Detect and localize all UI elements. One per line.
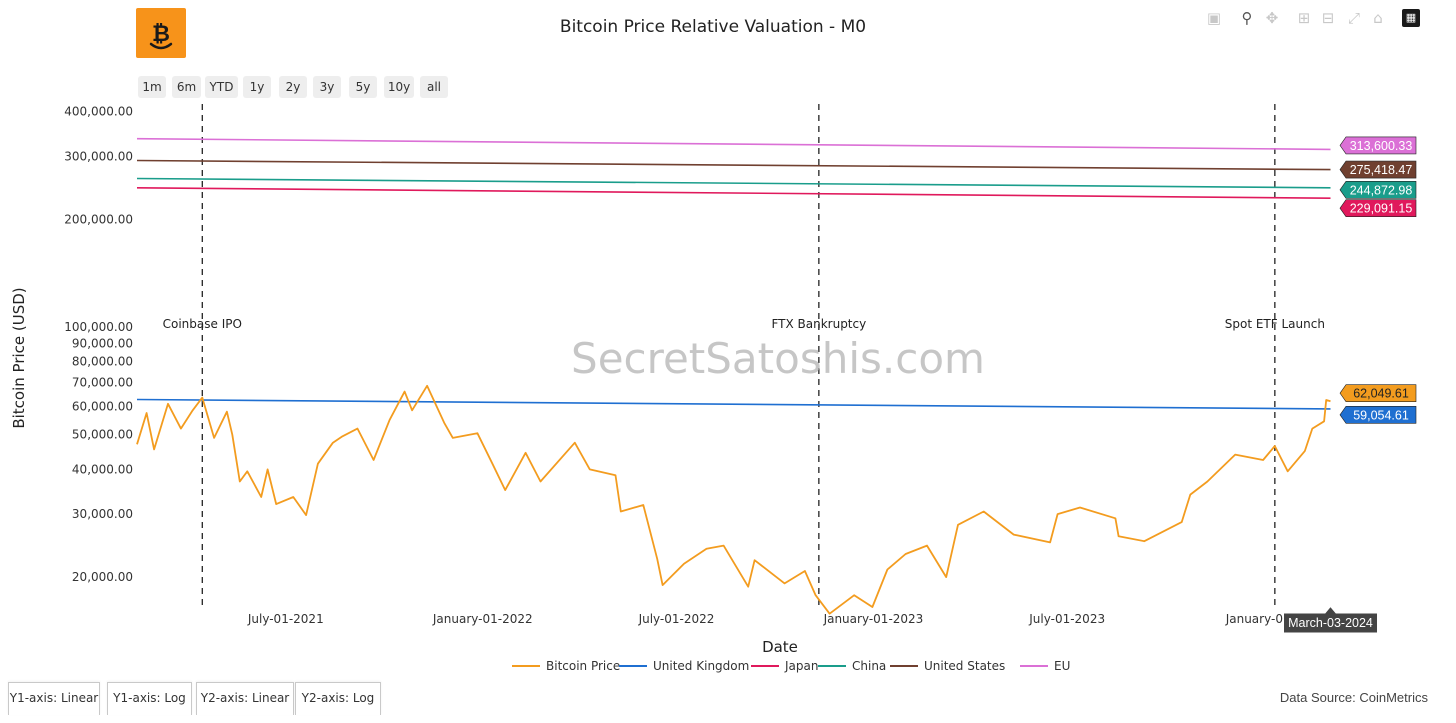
pan-icon[interactable]: ✥ <box>1265 9 1279 27</box>
end-value-label: 229,091.15 <box>1350 202 1413 216</box>
event-label: Coinbase IPO <box>163 317 242 331</box>
tab-y2-log[interactable]: Y2-axis: Log <box>295 682 381 715</box>
range-button-5y[interactable]: 5y <box>349 76 377 98</box>
series-line-united-kingdom <box>136 398 1331 410</box>
y-tick-label: 40,000.00 <box>72 462 133 476</box>
range-button-6m[interactable]: 6m <box>172 76 201 98</box>
x-tick-label: July-01-2022 <box>638 612 715 626</box>
y-tick-label: 90,000.00 <box>72 336 133 350</box>
end-value-tag <box>1339 406 1417 424</box>
svg-text:₿: ₿ <box>152 22 170 47</box>
hover-date-label: March-03-2024 <box>1288 616 1373 630</box>
series-line-china <box>136 177 1331 189</box>
bitcoin-face-icon: ₿ <box>149 22 173 50</box>
y-tick-label: 50,000.00 <box>72 428 133 442</box>
x-tick-label: July-01-2021 <box>247 612 324 626</box>
legend-item-label: Japan <box>784 659 818 673</box>
home-icon[interactable]: ⌂ <box>1373 9 1383 27</box>
y-axis-title: Bitcoin Price (USD) <box>10 287 28 428</box>
watermark: SecretSatoshis.com <box>571 334 985 383</box>
series-line-japan <box>136 187 1331 199</box>
y-tick-label: 80,000.00 <box>72 355 133 369</box>
x-tick-label: January-01-2023 <box>823 612 924 626</box>
range-button-all[interactable]: all <box>420 76 448 98</box>
x-tick-label: January-01-2022 <box>432 612 533 626</box>
x-tick-label: July-01-2023 <box>1028 612 1105 626</box>
series-line-bitcoin-price <box>136 384 1331 615</box>
end-value-label: 275,418.47 <box>1350 163 1413 177</box>
autoscale-icon[interactable]: ⤢ <box>1347 9 1360 27</box>
chart-title: Bitcoin Price Relative Valuation - M0 <box>559 17 867 37</box>
data-source: Data Source: CoinMetrics <box>1279 690 1428 705</box>
y-tick-label: 70,000.00 <box>72 375 133 389</box>
zoom-icon[interactable]: ⚲ <box>1241 9 1253 27</box>
tab-y1-linear[interactable]: Y1-axis: Linear <box>8 682 100 715</box>
end-value-tag <box>1339 384 1417 402</box>
range-button-ytd[interactable]: YTD <box>205 76 238 98</box>
end-value-label: 59,054.61 <box>1353 408 1409 422</box>
event-label: FTX Bankruptcy <box>771 317 866 331</box>
legend-item-label: EU <box>1054 659 1070 673</box>
series-line-eu <box>136 137 1331 151</box>
y-tick-label: 300,000.00 <box>64 149 133 163</box>
x-axis-title: Date <box>762 638 798 656</box>
legend-item-label: Bitcoin Price <box>546 659 620 673</box>
end-value-tag <box>1339 199 1417 217</box>
legend-item-label: China <box>852 659 886 673</box>
zoom-out-icon[interactable]: ⊟ <box>1321 9 1335 27</box>
tab-y1-log[interactable]: Y1-axis: Log <box>107 682 192 715</box>
end-value-label: 313,600.33 <box>1350 139 1413 153</box>
chart: 20,000.00 30,000.00 40,000.00 50,000.00 60,0… <box>10 104 1417 673</box>
camera-icon[interactable]: ▣ <box>1206 9 1222 27</box>
zoom-in-icon[interactable]: ⊞ <box>1297 9 1311 27</box>
range-button-2y[interactable]: 2y <box>279 76 307 98</box>
range-button-1y[interactable]: 1y <box>243 76 271 98</box>
range-button-1m[interactable]: 1m <box>138 76 166 98</box>
y-tick-label: 400,000.00 <box>64 105 133 119</box>
y-tick-label: 200,000.00 <box>64 212 133 226</box>
end-value-tag <box>1339 136 1417 155</box>
end-value-label: 244,872.98 <box>1350 183 1413 197</box>
range-button-10y[interactable]: 10y <box>384 76 414 98</box>
legend-item-label: United States <box>924 659 1005 673</box>
legend-item-label: United Kingdom <box>653 659 749 673</box>
y-tick-label: 100,000.00 <box>64 320 133 334</box>
tab-y2-linear[interactable]: Y2-axis: Linear <box>196 682 294 715</box>
y-tick-label: 20,000.00 <box>72 570 133 584</box>
end-value-tag <box>1339 181 1417 199</box>
brand-logo: ₿ <box>136 8 186 58</box>
range-button-3y[interactable]: 3y <box>313 76 341 98</box>
end-value-label: 62,049.61 <box>1353 387 1409 401</box>
plotly-logo-icon[interactable]: ▦ <box>1402 9 1420 27</box>
series-line-united-states <box>136 159 1331 171</box>
y-tick-label: 60,000.00 <box>72 399 133 413</box>
hover-date-tag <box>1284 607 1378 633</box>
x-tick-label: January-01-2 <box>1225 612 1303 626</box>
end-value-tag <box>1339 160 1417 179</box>
y-tick-label: 30,000.00 <box>72 507 133 521</box>
event-label: Spot ETF Launch <box>1225 317 1325 331</box>
